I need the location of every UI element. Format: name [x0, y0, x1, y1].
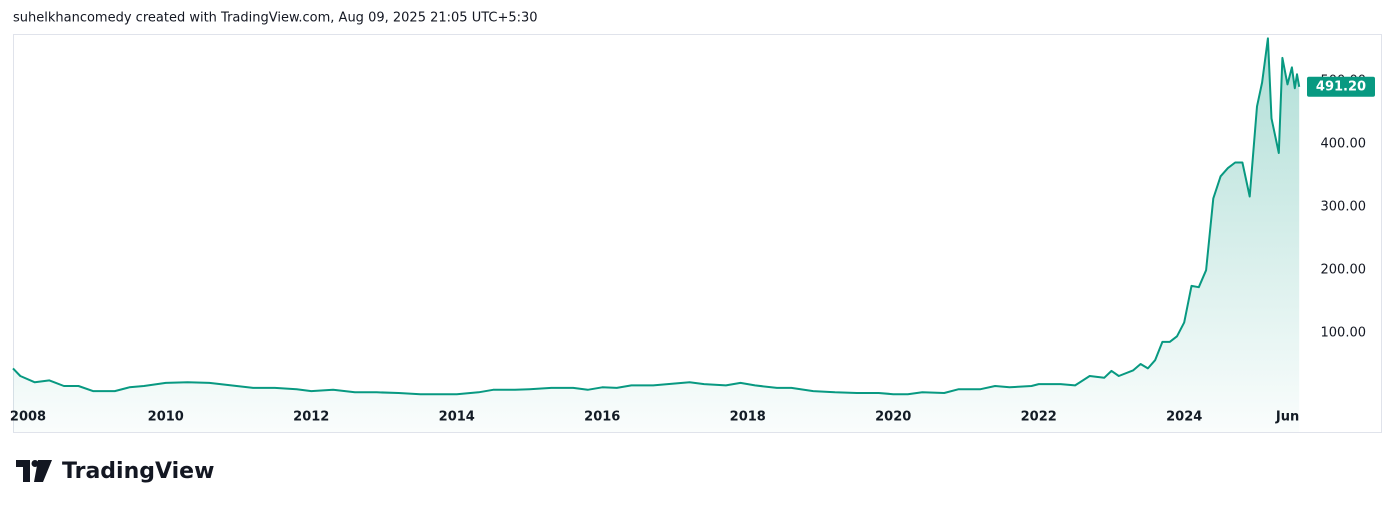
y-tick-label: 100.00 [1321, 326, 1367, 341]
area-fill [13, 38, 1300, 433]
price-line [12, 37, 1301, 396]
header-text: suhelkhancomedy created with TradingView… [13, 11, 538, 26]
chart-frame [13, 34, 1382, 433]
last-price-tag [1307, 76, 1375, 97]
y-tick-label: 200.00 [1321, 263, 1367, 278]
y-tick-label: 400.00 [1321, 137, 1367, 152]
last-price-label: 491.20 [1316, 79, 1366, 94]
y-tick-label: 300.00 [1321, 200, 1367, 215]
brand-text: TradingView [62, 459, 214, 484]
logo [16, 460, 52, 482]
